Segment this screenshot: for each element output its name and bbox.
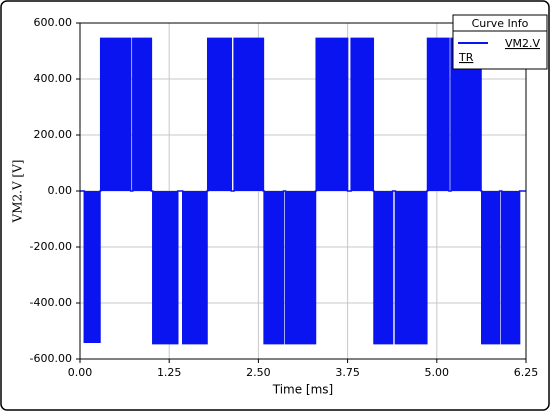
y-tick-label: -600.00 <box>30 352 72 365</box>
x-tick-label: 3.75 <box>335 366 360 379</box>
y-tick-label: 0.00 <box>48 184 73 197</box>
x-tick-label: 5.00 <box>425 366 450 379</box>
y-tick-label: 600.00 <box>34 16 73 29</box>
y-tick-label: 200.00 <box>34 128 73 141</box>
plot <box>80 37 526 345</box>
legend: Curve Info VM2.V TR <box>452 14 548 70</box>
y-tick-label: 400.00 <box>34 72 73 85</box>
legend-entry[interactable]: VM2.V <box>505 37 541 50</box>
legend-note: TR <box>458 51 474 64</box>
y-tick-label: -400.00 <box>30 296 72 309</box>
plot-border <box>79 22 527 360</box>
x-tick-label: 6.25 <box>514 366 539 379</box>
x-tick-label: 0.00 <box>68 366 93 379</box>
y-axis-label: VM2.V [V] <box>11 160 25 224</box>
y-tick-label: -200.00 <box>30 240 72 253</box>
legend-title: Curve Info <box>472 17 529 30</box>
series-line <box>80 37 526 345</box>
x-tick-label: 2.50 <box>246 366 271 379</box>
x-axis-label: Time [ms] <box>272 383 334 397</box>
series-area <box>80 38 526 344</box>
x-tick-label: 1.25 <box>157 366 182 379</box>
